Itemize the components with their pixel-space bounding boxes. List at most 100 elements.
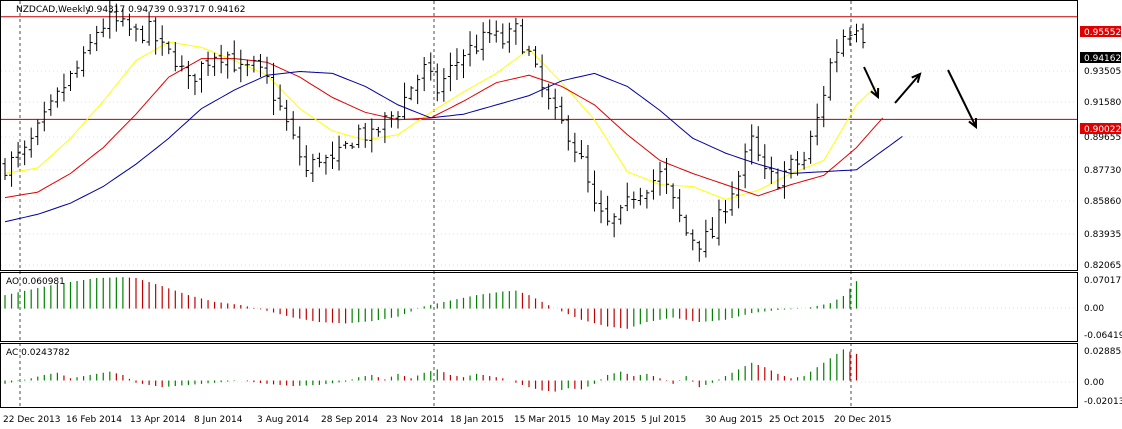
ohlc-bar [461, 49, 466, 79]
forecast-arrow [894, 72, 922, 104]
ohlc-bar [467, 31, 473, 67]
ohlc-bar [316, 152, 322, 168]
ohlc-bar [362, 122, 368, 148]
ohlc-bar [526, 45, 532, 56]
sma-line [4, 58, 884, 199]
ohlc-bar [120, 7, 126, 27]
ohlc-bar [297, 126, 303, 166]
ohlc-bar [251, 55, 257, 73]
ohlc-bar [513, 17, 519, 45]
ac-label: AC 0.0243782 [6, 348, 70, 358]
x-tick-label: 28 Sep 2014 [321, 415, 378, 425]
ohlc-bar [808, 130, 814, 164]
ohlc-bar [487, 19, 493, 43]
ohlc-bar [546, 83, 552, 110]
ohlc-bar [677, 189, 683, 223]
y-tick-label: 0.82065 [1084, 261, 1121, 271]
ohlc-bar [192, 73, 198, 96]
ohlc-bar [592, 170, 597, 212]
ohlc-bar [87, 33, 93, 55]
ohlc-bar [611, 213, 617, 238]
ohlc-bar [795, 151, 801, 176]
ohlc-bar [519, 18, 525, 55]
ohlc-bar [336, 135, 342, 171]
ohlc-bar [500, 23, 506, 49]
forecast-arrow [863, 66, 880, 100]
ohlc-bar [670, 183, 676, 209]
ohlc-bar [860, 23, 866, 49]
ohlc-bar [15, 141, 21, 168]
x-tick-label: 30 Aug 2015 [705, 415, 763, 425]
ao-tick-label: -0.064198 [1084, 331, 1122, 341]
x-tick-label: 25 Oct 2015 [769, 415, 825, 425]
resistance-tag [1080, 26, 1121, 37]
ohlc-bar [28, 127, 34, 158]
ohlc-bar [788, 154, 794, 179]
ohlc-bar [572, 132, 578, 163]
ohlc-bar [22, 140, 28, 166]
last-price-tag [1080, 52, 1121, 63]
ohlc-bar [349, 142, 355, 149]
ohlc-bar [343, 141, 349, 149]
ohlc-bar [61, 73, 67, 102]
x-tick-label: 10 May 2015 [577, 415, 636, 425]
ohlc-bar [723, 199, 728, 224]
arrow-head [968, 117, 978, 130]
ohlc-bar [434, 63, 440, 102]
ohlc-bar [598, 190, 604, 224]
y-tick-label: 0.91580 [1084, 98, 1121, 108]
ao-panel [0, 272, 1078, 342]
ohlc-bar [257, 53, 263, 78]
arrow-head [911, 72, 922, 83]
x-tick-label: 23 Nov 2014 [386, 415, 444, 425]
ohlc-bar [172, 41, 178, 72]
ohlc-bar [388, 111, 394, 128]
ohlc-bar [644, 189, 650, 209]
y-tick-label: 0.85860 [1084, 197, 1121, 207]
ao-tick-label: 0.070177 [1084, 276, 1122, 286]
ohlc-bar [821, 86, 827, 128]
ohlc-bar [421, 57, 427, 92]
ohlc-bar [408, 86, 414, 101]
ohlc-bar [618, 204, 624, 225]
ohlc-bar [402, 82, 408, 120]
chart-ohlc: 0.94317 0.94739 0.93717 0.94162 [88, 5, 245, 15]
ohlc-bar [54, 87, 60, 108]
ohlc-bar [755, 126, 761, 162]
ohlc-bar [683, 214, 689, 236]
x-tick-label: 18 Jan 2015 [450, 415, 504, 425]
last-price-tag-label: 0.94162 [1084, 54, 1121, 64]
forecast-arrows [863, 66, 978, 130]
ohlc-bar [218, 44, 224, 74]
x-axis: 22 Dec 2013 16 Feb 2014 13 Apr 2014 8 Ju… [3, 415, 892, 425]
ohlc-bar [578, 140, 584, 160]
x-tick-label: 8 Jun 2014 [194, 415, 243, 425]
ohlc-bar [113, 3, 119, 32]
ohlc-bar [303, 145, 309, 178]
ohlc-bar [146, 11, 152, 46]
ohlc-bar [330, 141, 335, 169]
ohlc-bar [369, 118, 375, 153]
ohlc-bar [690, 229, 696, 251]
ohlc-bar [212, 52, 218, 76]
ao-tick-label: 0.00 [1084, 304, 1104, 314]
ohlc-bar [153, 17, 159, 55]
ohlc-bar [441, 68, 447, 102]
ohlc-bar [493, 20, 499, 43]
ohlc-bar [762, 144, 768, 180]
ohlc-bar [284, 99, 290, 131]
x-tick-label: 5 Jul 2015 [641, 415, 686, 425]
ohlc-bar [415, 74, 421, 105]
x-tick-label: 3 Aug 2014 [257, 415, 309, 425]
ohlc-bar [244, 59, 250, 77]
ohlc-bar [375, 126, 381, 137]
ac-histogram [4, 349, 858, 392]
ohlc-bar [854, 23, 859, 43]
y-tick-label: 0.87730 [1084, 166, 1121, 176]
ohlc-bar [814, 103, 820, 146]
ohlc-bar [81, 46, 87, 77]
arrow-shaft [863, 66, 879, 98]
ohlc-bar [277, 84, 283, 111]
ohlc-bar [539, 54, 545, 98]
